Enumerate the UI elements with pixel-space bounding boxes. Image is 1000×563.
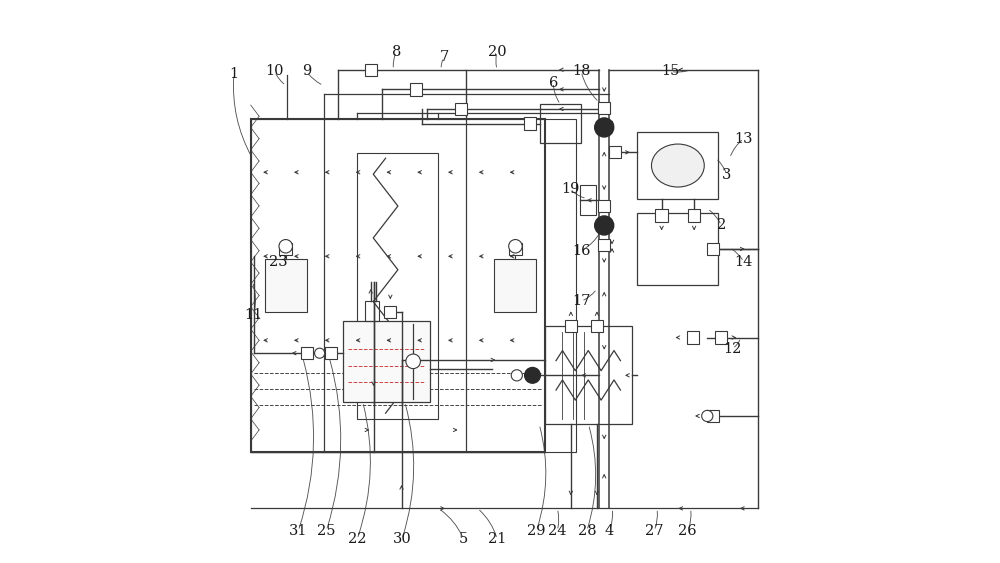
Text: 1: 1	[229, 67, 238, 81]
Text: 19: 19	[561, 182, 579, 196]
Text: 13: 13	[734, 132, 753, 146]
Bar	[325, 347, 337, 359]
Bar	[466, 119, 576, 452]
Text: 26: 26	[678, 524, 697, 538]
Bar	[524, 117, 536, 129]
Bar	[609, 146, 621, 158]
Text: 24: 24	[548, 524, 566, 538]
Bar	[540, 105, 581, 142]
Bar	[365, 301, 379, 321]
Text: 6: 6	[549, 75, 558, 90]
Bar	[598, 239, 610, 251]
Text: 16: 16	[572, 244, 590, 258]
Bar	[580, 185, 596, 216]
Bar	[688, 209, 700, 222]
Text: 8: 8	[392, 45, 401, 59]
Text: 22: 22	[348, 532, 366, 546]
Text: 28: 28	[578, 524, 596, 538]
Bar	[279, 243, 292, 254]
Bar	[384, 306, 396, 319]
Text: 30: 30	[393, 532, 411, 546]
Bar	[455, 103, 467, 115]
Text: 9: 9	[302, 64, 311, 78]
Ellipse shape	[651, 144, 704, 187]
Bar	[343, 321, 430, 402]
Circle shape	[406, 354, 420, 369]
Bar	[251, 119, 545, 452]
Text: 21: 21	[488, 532, 506, 546]
Text: 14: 14	[735, 255, 753, 269]
Bar	[265, 259, 307, 312]
Text: 25: 25	[317, 524, 336, 538]
Text: 12: 12	[723, 342, 742, 356]
Circle shape	[511, 370, 522, 381]
Bar	[598, 102, 610, 114]
Circle shape	[279, 239, 292, 253]
Circle shape	[525, 368, 540, 383]
Bar	[301, 347, 313, 359]
Bar	[365, 64, 377, 76]
Bar	[637, 132, 718, 199]
Bar	[494, 259, 536, 312]
Text: 15: 15	[662, 64, 680, 78]
Bar	[410, 83, 422, 96]
Text: 23: 23	[269, 255, 288, 269]
Bar	[591, 320, 603, 333]
Text: 11: 11	[244, 308, 263, 322]
Text: 27: 27	[645, 524, 663, 538]
Bar	[637, 213, 718, 285]
Bar	[715, 332, 727, 343]
Text: 2: 2	[717, 218, 726, 233]
Bar	[598, 200, 610, 212]
Text: 5: 5	[459, 532, 468, 546]
Bar	[324, 119, 466, 452]
Text: 29: 29	[527, 524, 546, 538]
Text: 10: 10	[266, 64, 284, 78]
Text: 18: 18	[572, 64, 590, 78]
Circle shape	[595, 216, 614, 235]
Bar	[655, 209, 668, 222]
Text: 4: 4	[605, 524, 614, 538]
Bar	[509, 243, 522, 254]
Text: 17: 17	[572, 294, 590, 308]
Circle shape	[595, 118, 614, 137]
Bar	[687, 332, 699, 343]
Bar	[357, 153, 438, 419]
Text: 3: 3	[722, 168, 732, 182]
Circle shape	[509, 239, 522, 253]
Bar	[251, 119, 324, 452]
Text: 7: 7	[439, 51, 449, 64]
Bar	[545, 327, 632, 425]
Circle shape	[315, 348, 325, 358]
Bar	[707, 243, 719, 255]
Text: 31: 31	[289, 524, 308, 538]
Circle shape	[702, 410, 713, 422]
Bar	[707, 410, 719, 422]
Text: 20: 20	[488, 45, 507, 59]
Bar	[565, 320, 577, 333]
